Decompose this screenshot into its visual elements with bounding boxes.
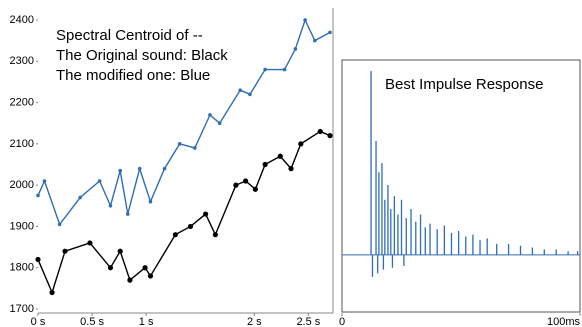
marker — [313, 38, 317, 43]
marker — [147, 273, 154, 279]
marker — [203, 211, 209, 217]
y-tick-label: 1700 — [10, 303, 34, 315]
marker — [327, 133, 333, 139]
marker — [117, 248, 123, 254]
chart-title: Best Impulse Response — [385, 76, 543, 93]
marker — [125, 212, 130, 216]
marker — [87, 240, 93, 246]
x-tick-label: 0 s — [31, 316, 46, 327]
marker — [118, 168, 122, 173]
y-tick-label: 2000 — [10, 179, 34, 191]
marker — [262, 161, 268, 168]
y-tick-label: 2300 — [10, 55, 34, 67]
marker — [193, 146, 197, 150]
marker — [293, 47, 298, 51]
marker — [42, 179, 47, 183]
marker — [252, 186, 258, 192]
x-tick-label: 0.5 s — [80, 316, 104, 327]
marker — [212, 232, 218, 238]
marker — [217, 121, 222, 126]
marker — [57, 222, 62, 227]
y-tick-label: 2100 — [10, 138, 34, 150]
marker — [282, 67, 287, 72]
y-tick-label: 1800 — [10, 262, 34, 274]
marker — [97, 179, 102, 183]
marker — [263, 67, 267, 72]
marker — [107, 265, 114, 271]
x-tick-label: 0 — [339, 316, 345, 327]
y-tick-label: 2200 — [10, 96, 34, 108]
marker — [187, 223, 194, 230]
marker — [248, 92, 252, 97]
annotation: Spectral Centroid of -- — [56, 27, 203, 44]
marker — [62, 248, 68, 254]
plot-frame — [341, 59, 581, 313]
marker — [233, 182, 239, 188]
marker — [142, 265, 148, 271]
marker — [177, 142, 182, 146]
marker — [208, 113, 212, 117]
y-tick-label: 2400 — [10, 14, 34, 26]
annotation: The modified one: Blue — [56, 67, 210, 84]
marker — [78, 195, 82, 200]
marker — [328, 30, 332, 35]
marker — [298, 141, 304, 147]
y-tick-label: 1900 — [10, 220, 34, 232]
marker — [137, 166, 142, 171]
marker — [317, 128, 323, 135]
marker — [148, 199, 153, 204]
x-tick-label: 100ms — [547, 316, 581, 327]
marker — [35, 256, 41, 263]
marker — [238, 88, 243, 92]
marker — [162, 166, 167, 171]
marker — [108, 203, 113, 208]
series-line — [37, 130, 331, 295]
marker — [303, 18, 307, 22]
marker — [49, 289, 55, 296]
marker — [127, 277, 133, 283]
x-tick-label: 1 s — [139, 316, 154, 327]
marker — [36, 193, 40, 198]
x-tick-label: 2 s — [247, 316, 262, 327]
marker — [172, 232, 178, 238]
x-tick-label: 2.5 s — [296, 316, 320, 327]
annotation: The Original sound: Black — [56, 47, 228, 64]
marker — [243, 178, 249, 184]
marker — [277, 153, 283, 159]
marker — [288, 166, 294, 172]
